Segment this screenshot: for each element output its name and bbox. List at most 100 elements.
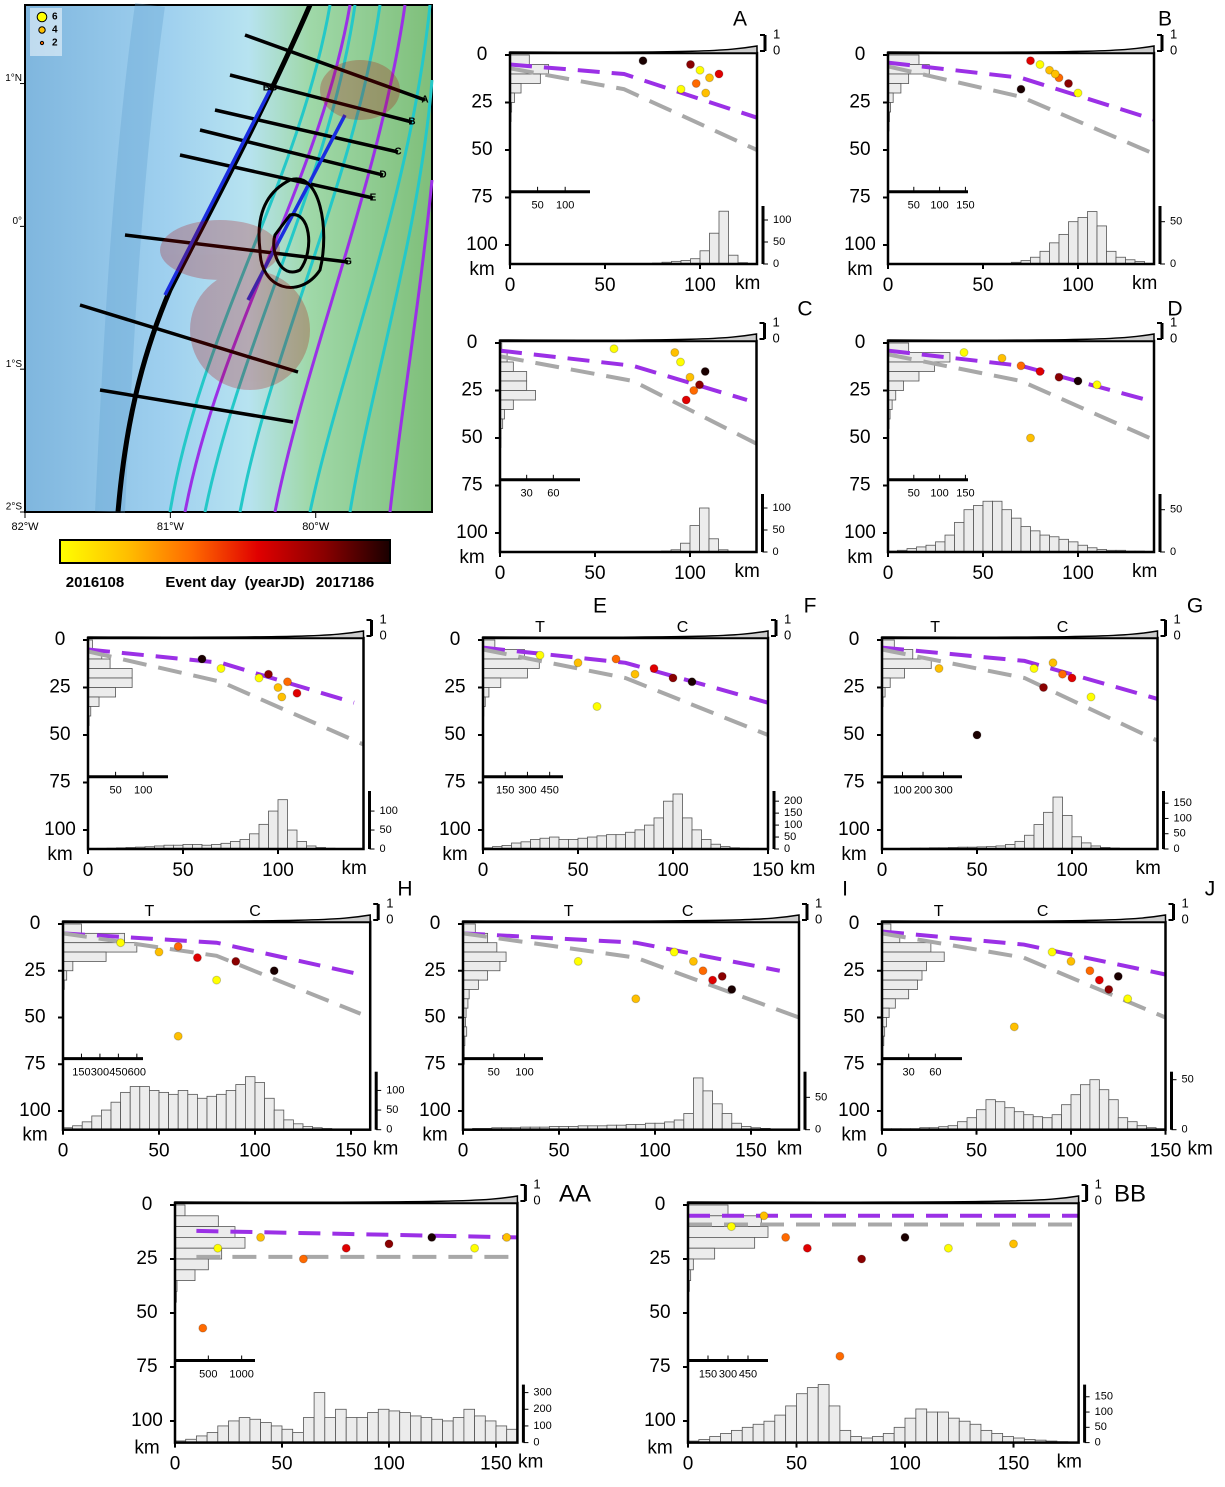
depth-hist-bar bbox=[881, 989, 910, 1000]
dist-hist-bar bbox=[673, 1119, 685, 1131]
dist-hist-tick-label: 0 bbox=[386, 1124, 392, 1136]
event bbox=[701, 88, 711, 98]
depth-hist-bar bbox=[887, 380, 904, 391]
dist-hist-bar bbox=[539, 837, 550, 850]
x-axis-label: km bbox=[1132, 273, 1157, 294]
event bbox=[1016, 84, 1026, 94]
topo-tick-label: 0 bbox=[1174, 627, 1181, 642]
dist-hist-bar bbox=[474, 1415, 486, 1444]
depth-hist-bar bbox=[462, 951, 507, 962]
y-tick-label: 75 bbox=[444, 772, 465, 793]
dist-hist-bar bbox=[1039, 534, 1050, 553]
dist-hist-tick-label: 50 bbox=[380, 824, 392, 836]
dist-hist-bar bbox=[302, 1417, 315, 1443]
dist-hist-bar bbox=[1071, 836, 1082, 850]
slab-top-line bbox=[887, 348, 1155, 404]
event bbox=[649, 664, 659, 673]
dist-hist-tick-label: 0 bbox=[533, 1437, 539, 1449]
dist-hist-bar bbox=[693, 1077, 704, 1131]
x-tick-label: 100 bbox=[1055, 1141, 1087, 1162]
slab-model-line bbox=[881, 931, 1167, 1020]
y-tick-label: 50 bbox=[471, 139, 492, 160]
depth-hist-bar bbox=[87, 677, 133, 688]
dist-hist-bar bbox=[277, 799, 288, 850]
y-tick-label: 25 bbox=[49, 677, 70, 698]
dist-hist-bar bbox=[689, 525, 700, 553]
panel-label: J bbox=[1205, 878, 1216, 901]
x-tick-label: 50 bbox=[148, 1141, 169, 1162]
dist-hist-tick-label: 100 bbox=[773, 214, 791, 226]
depth-hist-bar bbox=[881, 942, 932, 953]
topography bbox=[87, 630, 365, 639]
mag-legend-symbol bbox=[38, 26, 46, 34]
dist-hist-bar bbox=[463, 1408, 475, 1444]
y-tick-label: 100 bbox=[838, 1100, 870, 1121]
event bbox=[686, 60, 695, 69]
event bbox=[283, 677, 292, 687]
y-tick-label: 100 bbox=[844, 234, 876, 255]
x-tick-label: 50 bbox=[548, 1141, 569, 1162]
map-panel bbox=[24, 2, 434, 513]
margin-marker: C bbox=[677, 619, 689, 636]
y-tick-label: 75 bbox=[471, 187, 492, 208]
map-y-tick-label: 0° bbox=[12, 216, 22, 227]
topo-tick-label: 1 bbox=[1170, 26, 1177, 41]
event bbox=[934, 664, 944, 673]
y-tick-label: 100 bbox=[466, 234, 498, 255]
x-tick-label: 100 bbox=[1056, 860, 1088, 881]
event bbox=[269, 966, 279, 976]
x-axis-label: km bbox=[1188, 1139, 1213, 1160]
event bbox=[256, 1232, 266, 1242]
dist-hist-bar bbox=[806, 1387, 819, 1443]
depth-hist-tick-label: 300 bbox=[91, 1067, 109, 1079]
panel-label: AA bbox=[559, 1180, 591, 1207]
profile-label: BB bbox=[263, 83, 277, 94]
dist-hist-bar bbox=[225, 1090, 237, 1131]
dist-hist-bar bbox=[399, 1412, 411, 1443]
event bbox=[1058, 669, 1067, 679]
depth-hist-bar bbox=[499, 390, 536, 401]
event bbox=[535, 650, 545, 660]
depth-hist-bar bbox=[174, 1237, 246, 1249]
event bbox=[1073, 376, 1083, 386]
x-tick-label: 100 bbox=[262, 860, 294, 881]
y-tick-label: 75 bbox=[424, 1053, 445, 1074]
dist-hist-bar bbox=[606, 834, 617, 850]
x-axis-label: km bbox=[1057, 1452, 1082, 1473]
topo-tick-label: 1 bbox=[533, 1176, 540, 1191]
seismicity-clouds bbox=[160, 60, 400, 390]
dist-hist-bar bbox=[1020, 526, 1031, 553]
event bbox=[700, 367, 710, 376]
event bbox=[638, 56, 648, 66]
x-tick-label: 150 bbox=[735, 1141, 767, 1162]
dist-hist-bar bbox=[345, 1417, 358, 1443]
event bbox=[1035, 367, 1045, 376]
dist-hist-tick-label: 50 bbox=[1170, 504, 1182, 516]
dist-hist-bar bbox=[273, 1109, 285, 1131]
dist-hist-tick-label: 0 bbox=[773, 258, 779, 270]
dist-hist-bar bbox=[1061, 1104, 1072, 1131]
slab-model-line bbox=[87, 649, 365, 747]
section-frame bbox=[498, 339, 758, 554]
dist-hist-bar bbox=[1068, 541, 1079, 553]
x-tick-label: 100 bbox=[657, 860, 689, 881]
dist-hist-bar bbox=[452, 1417, 465, 1443]
depth-hist-bar bbox=[687, 1237, 756, 1249]
event bbox=[802, 1243, 812, 1253]
depth-hist-tick-label: 100 bbox=[930, 200, 948, 212]
y-axis-label: km bbox=[422, 1125, 447, 1146]
depth-hist-bar bbox=[462, 970, 489, 981]
dist-hist-tick-label: 0 bbox=[1174, 843, 1180, 855]
event bbox=[1073, 88, 1083, 98]
event bbox=[502, 1232, 512, 1242]
dist-hist-bar bbox=[982, 500, 993, 553]
y-axis-label: km bbox=[847, 259, 872, 280]
x-tick-label: 0 bbox=[883, 563, 894, 584]
x-tick-label: 0 bbox=[683, 1454, 694, 1475]
topo-tick-label: 1 bbox=[773, 314, 780, 329]
margin-marker: C bbox=[249, 903, 261, 920]
depth-hist-bar bbox=[887, 83, 902, 94]
dist-hist-bar bbox=[926, 1411, 938, 1443]
dist-hist-tick-label: 50 bbox=[773, 524, 785, 536]
